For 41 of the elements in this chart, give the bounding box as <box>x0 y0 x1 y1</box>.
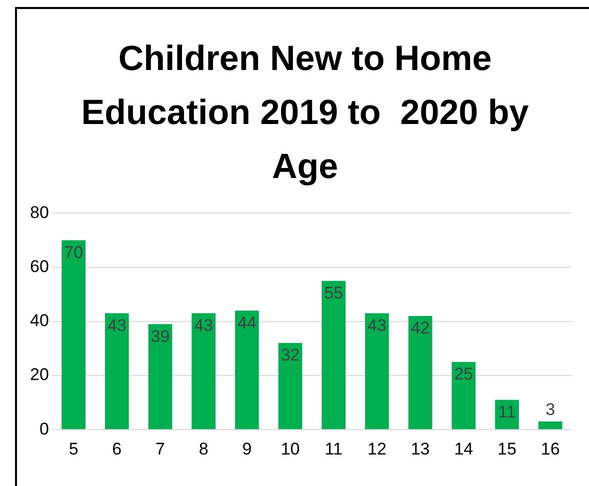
chart-title: Children New to Home Education 2019 to 2020 by Age <box>80 38 530 188</box>
bar <box>105 313 129 430</box>
y-tick-label: 80 <box>30 202 49 222</box>
data-label: 44 <box>237 313 256 332</box>
y-tick-label: 60 <box>30 256 49 276</box>
bar <box>408 316 432 430</box>
y-tick-label: 20 <box>30 365 49 384</box>
x-tick-label: 10 <box>280 439 300 458</box>
x-tick-label: 6 <box>112 439 122 458</box>
data-label: 32 <box>280 346 300 365</box>
data-label: 11 <box>498 402 516 422</box>
bar <box>192 313 216 430</box>
bar <box>452 362 476 430</box>
x-tick-label: 12 <box>368 439 386 458</box>
x-tick-label: 15 <box>498 439 516 458</box>
data-label: 43 <box>107 316 126 335</box>
data-label: 43 <box>194 316 214 335</box>
data-label: 42 <box>410 318 430 338</box>
x-tick-label: 7 <box>156 439 165 458</box>
data-label: 43 <box>368 316 386 335</box>
bar <box>235 310 259 430</box>
bar <box>62 240 86 430</box>
y-tick-label: 40 <box>30 311 49 330</box>
x-tick-label: 5 <box>68 439 78 458</box>
bar <box>365 313 389 430</box>
x-tick-label: 9 <box>242 439 252 458</box>
data-label: 39 <box>150 326 170 346</box>
bar <box>322 280 346 430</box>
bar <box>148 324 172 430</box>
data-label: 70 <box>64 242 84 262</box>
x-tick-label: 14 <box>454 439 474 458</box>
x-tick-label: 8 <box>198 439 208 458</box>
data-label: 25 <box>454 364 474 384</box>
data-label: 55 <box>324 284 344 303</box>
y-tick-label: 0 <box>39 419 49 438</box>
x-tick-label: 16 <box>540 439 560 458</box>
bar <box>538 421 562 430</box>
x-tick-label: 13 <box>410 439 430 458</box>
x-tick-label: 11 <box>324 439 342 458</box>
data-label: 3 <box>546 400 556 420</box>
bar <box>278 343 302 430</box>
